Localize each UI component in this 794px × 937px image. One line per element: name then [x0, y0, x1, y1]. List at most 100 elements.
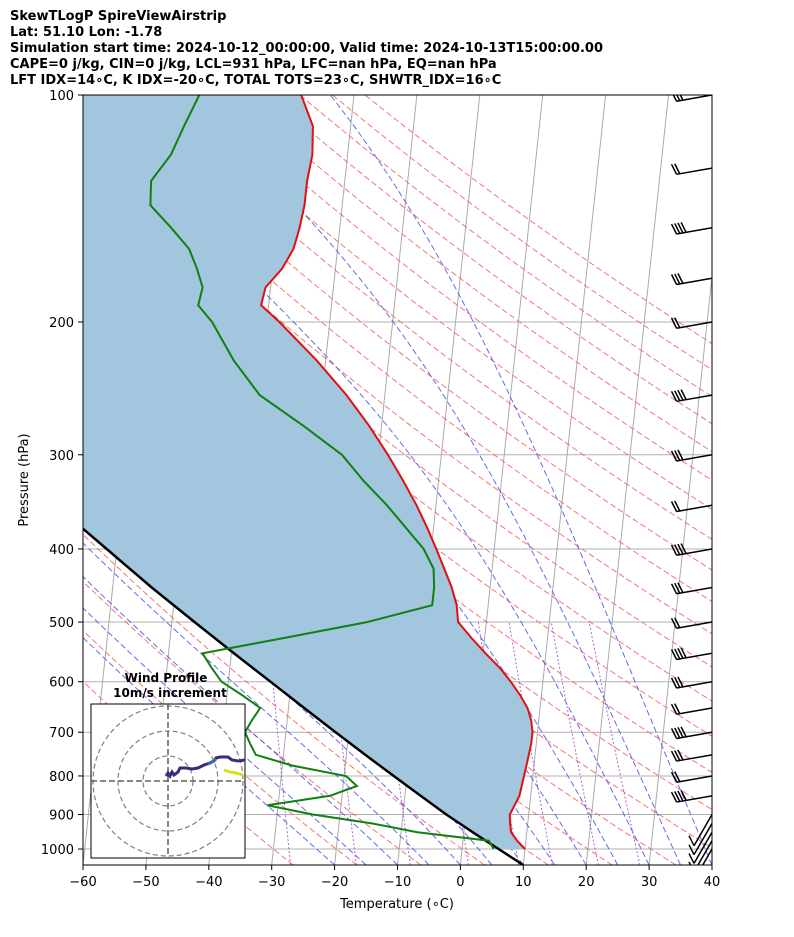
wind-barb	[670, 389, 712, 403]
wind-barb	[688, 831, 712, 864]
wind-barb	[670, 163, 712, 176]
inset-title: Wind Profile	[125, 671, 208, 685]
wind-profile-inset: Wind Profile 10m/s increment	[90, 671, 246, 859]
wind-barb-feather	[672, 95, 678, 102]
wind-barb-shaft	[693, 823, 712, 856]
y-tick-label: 800	[49, 770, 74, 785]
y-tick-label: 600	[49, 676, 74, 691]
x-tick-label: −60	[69, 875, 96, 890]
wind-barb-feather	[674, 273, 681, 285]
wind-barb-feather	[670, 544, 678, 556]
wind-barb-feather	[689, 870, 694, 880]
wind-barb-feather	[677, 389, 684, 401]
wind-barb-feather	[674, 703, 681, 714]
isotherm-line	[648, 271, 712, 865]
wind-barb	[670, 543, 712, 556]
isotherm-line	[522, 95, 607, 865]
wind-barb-feather	[680, 790, 687, 801]
wind-barb-feather	[670, 649, 678, 660]
wind-barb-feather	[674, 317, 681, 329]
x-axis-label: Temperature (∘C)	[339, 897, 454, 912]
wind-barb-feather	[680, 726, 687, 738]
wind-barb	[670, 703, 712, 715]
header-stability: CAPE=0 j/kg, CIN=0 j/kg, LCL=931 hPa, LF…	[10, 57, 497, 72]
moist-adiabat-line	[83, 542, 430, 865]
moist-adiabat-line	[83, 360, 556, 865]
wind-barb-feather	[674, 677, 681, 688]
x-tick-label: −10	[384, 875, 411, 890]
wind-barb-feather	[670, 450, 678, 462]
wind-barb	[670, 647, 712, 661]
hodograph-mid	[207, 757, 217, 766]
wind-barb-feather	[677, 222, 684, 234]
x-tick-label: 40	[704, 875, 721, 890]
header-location: Lat: 51.10 Lon: -1.78	[10, 25, 163, 40]
wind-barb-feather	[680, 647, 687, 659]
wind-barb-feather	[670, 617, 678, 629]
wind-barb-feather	[674, 582, 681, 594]
wind-barb-shaft	[676, 504, 712, 513]
wind-barb-shaft	[676, 167, 712, 176]
y-tick-label: 700	[49, 726, 74, 741]
isotherm-line	[585, 95, 669, 865]
wind-barb-feather	[677, 749, 684, 761]
wind-barb	[670, 582, 712, 595]
wind-barb-feather	[674, 727, 681, 739]
wind-barb-feather	[670, 750, 678, 762]
wind-barb-feather	[670, 163, 678, 175]
chart-header: SkewTLogP SpireViewAirstrip Lat: 51.10 L…	[10, 9, 603, 89]
y-tick-label: 900	[49, 809, 74, 824]
wind-barb-feather	[677, 449, 684, 461]
wind-barb-shaft	[693, 831, 712, 864]
wind-barb-feather	[677, 582, 684, 593]
parcel-profile-line	[83, 527, 524, 865]
y-tick-label: 500	[49, 616, 74, 631]
y-axis-label: Pressure (hPa)	[17, 433, 32, 526]
header-indices: LFT IDX=14∘C, K IDX=-20∘C, TOTAL TOTS=23…	[10, 73, 502, 88]
wind-barb-feather	[680, 222, 687, 233]
x-tick-label: 0	[456, 875, 464, 890]
inset-subtitle: 10m/s increment	[113, 686, 227, 700]
wind-barb-feather	[676, 95, 681, 102]
wind-barb-feather	[677, 273, 684, 284]
y-tick-label: 300	[49, 449, 74, 464]
wind-barb	[670, 790, 712, 803]
wind-barb-shaft	[676, 621, 712, 630]
wind-barb-feather	[670, 317, 678, 329]
wind-barb-feather	[674, 223, 681, 234]
dry-adiabat-line	[83, 282, 712, 773]
dry-adiabat-line	[83, 138, 712, 635]
wind-barb	[670, 726, 712, 740]
wind-barb-feather	[670, 274, 678, 285]
hodograph-lower	[164, 755, 245, 779]
wind-barb-shaft	[693, 814, 712, 847]
wind-barb-feather	[674, 450, 681, 461]
moist-adiabat-line	[329, 95, 712, 865]
wind-barb-feather	[670, 703, 678, 715]
wind-barb-feather	[674, 791, 681, 802]
wind-barb-shaft	[697, 840, 712, 865]
wind-barb	[670, 676, 712, 689]
wind-barb-feather	[677, 543, 684, 555]
wind-barb-feather	[670, 677, 678, 689]
y-tick-label: 1000	[41, 843, 74, 858]
wind-barb-feather	[670, 223, 678, 235]
wind-barb-feather	[670, 771, 678, 783]
wind-barb-feather	[674, 617, 681, 629]
wind-barb	[688, 823, 712, 856]
x-tick-label: 30	[641, 875, 658, 890]
wind-barb-feather	[677, 676, 684, 688]
x-tick-label: −20	[321, 875, 348, 890]
wind-barb	[670, 273, 712, 286]
wind-barb-feather	[670, 583, 678, 595]
wind-barb-feather	[680, 543, 687, 554]
y-tick-label: 100	[49, 89, 74, 104]
wind-barb-feather	[674, 648, 681, 660]
x-tick-label: −30	[258, 875, 285, 890]
x-tick-label: 20	[578, 875, 595, 890]
mixing-ratio-line	[550, 621, 599, 865]
wind-barb-feather	[688, 853, 695, 864]
wind-barb	[688, 814, 712, 847]
wind-barb-feather	[677, 790, 684, 802]
wind-barb	[670, 617, 712, 630]
